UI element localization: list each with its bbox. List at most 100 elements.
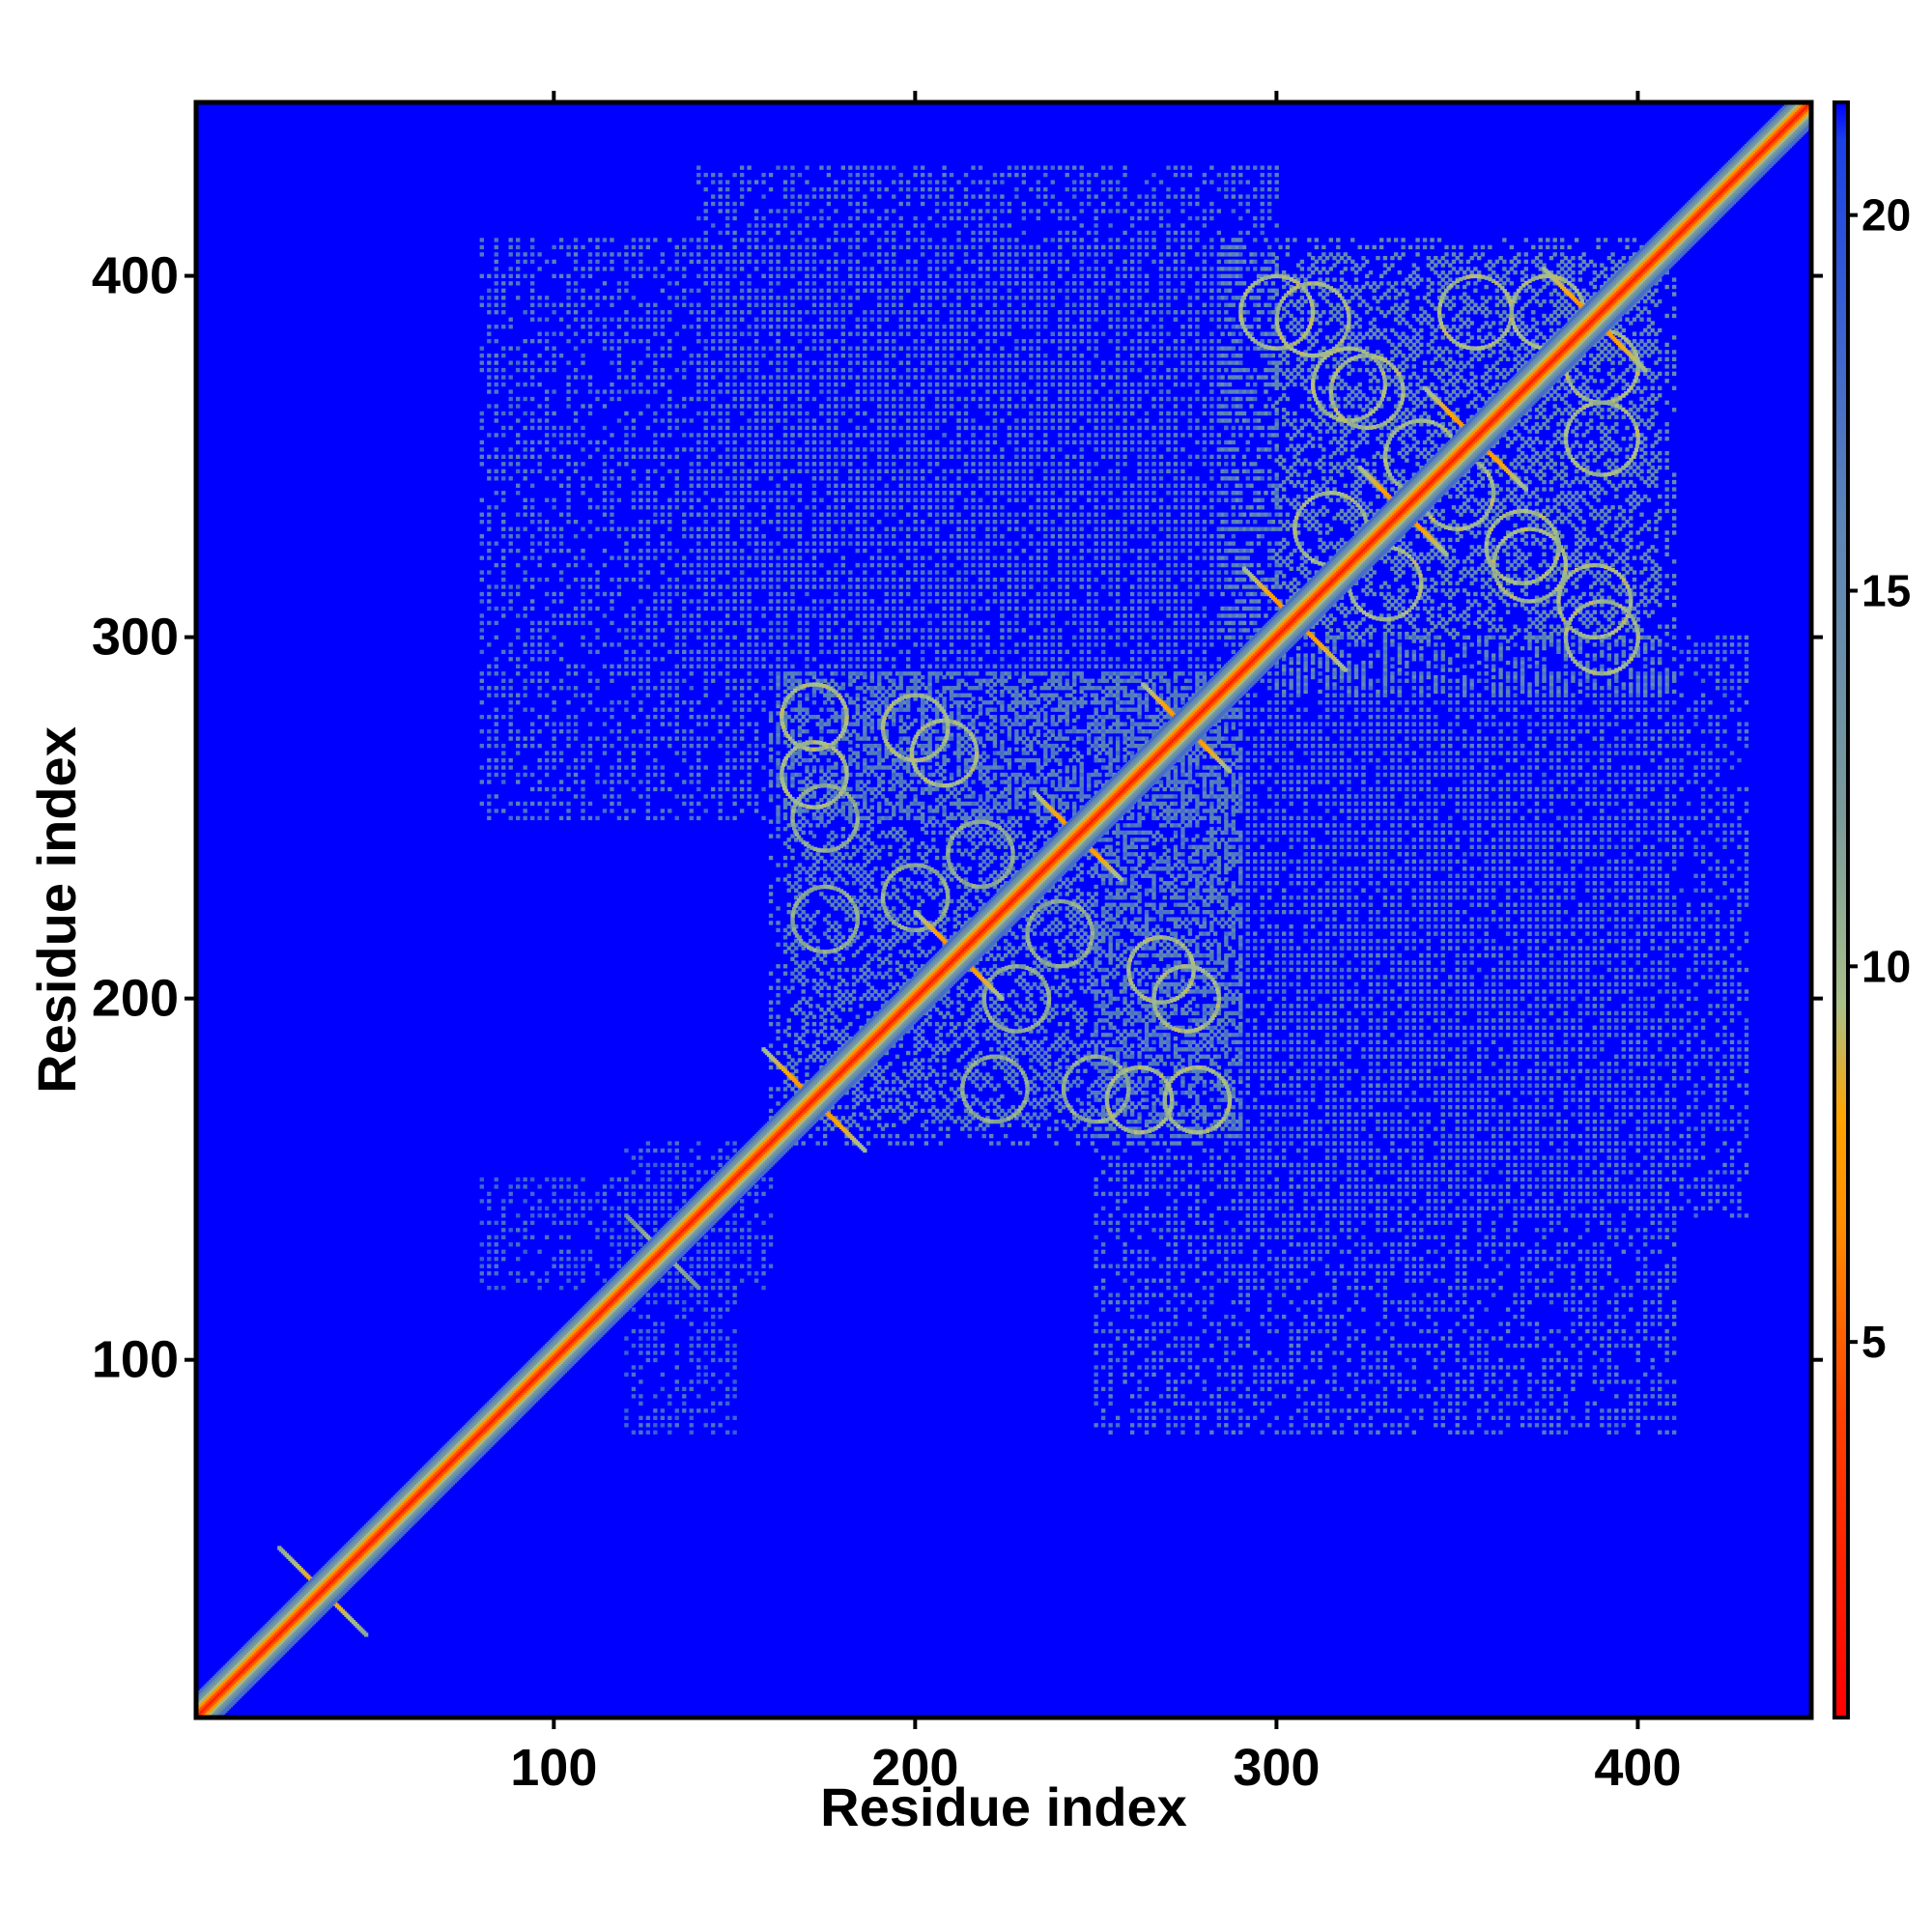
- contact-cell: [1546, 418, 1549, 422]
- contact-cell: [1347, 675, 1350, 679]
- contact-cell: [1412, 617, 1416, 621]
- contact-cell: [1434, 263, 1437, 267]
- contact-cell: [1560, 418, 1564, 422]
- contact-cell: [1456, 314, 1460, 318]
- contact-cell: [1437, 613, 1441, 617]
- contact-cell: [1340, 270, 1344, 274]
- contact-cell: [1513, 437, 1517, 440]
- contact-cell: [1383, 625, 1387, 629]
- contact-cell: [1423, 607, 1427, 611]
- contact-cell: [1477, 350, 1481, 354]
- contact-cell: [1524, 570, 1528, 574]
- contact-cell: [1282, 386, 1286, 390]
- contact-cell: [1546, 426, 1549, 430]
- contact-cell: [1303, 422, 1307, 426]
- contact-cell: [1427, 299, 1431, 303]
- contact-cell: [1415, 555, 1419, 559]
- contact-cell: [1575, 455, 1578, 459]
- contact-cell: [1289, 328, 1293, 332]
- contact-cell: [1350, 527, 1354, 531]
- contact-cell: [1437, 570, 1441, 574]
- contact-cell: [1575, 426, 1578, 430]
- contact-cell: [1498, 617, 1502, 621]
- contact-cell: [1618, 505, 1622, 509]
- contact-cell: [1448, 596, 1452, 600]
- contact-cell: [1365, 433, 1369, 437]
- contact-cell: [1589, 491, 1593, 495]
- contact-cell: [1303, 516, 1307, 520]
- contact-cell: [1484, 335, 1488, 339]
- contact-cell: [1318, 443, 1321, 447]
- contact-cell: [1318, 545, 1321, 549]
- contact-cell: [1618, 513, 1622, 517]
- contact-cell: [1257, 476, 1261, 480]
- contact-cell: [1488, 621, 1492, 625]
- contact-cell: [1477, 545, 1481, 549]
- contact-cell: [1354, 270, 1358, 274]
- contact-cell: [1275, 682, 1279, 686]
- contact-cell: [1639, 469, 1643, 473]
- contact-cell: [1354, 690, 1358, 694]
- contact-cell: [1228, 636, 1232, 639]
- contact-cell: [1398, 632, 1402, 636]
- contact-cell: [1466, 404, 1470, 408]
- contact-cell: [1354, 596, 1358, 600]
- contact-cell: [1398, 350, 1402, 354]
- contact-cell: [1470, 357, 1474, 361]
- contact-cell: [1354, 472, 1358, 476]
- contact-cell: [1235, 447, 1238, 451]
- contact-cell: [1524, 418, 1528, 422]
- contact-cell: [1434, 653, 1437, 657]
- contact-cell: [1344, 621, 1348, 625]
- contact-cell: [1531, 426, 1535, 430]
- contact-cell: [1596, 570, 1600, 574]
- contact-cell: [1524, 440, 1528, 444]
- contact-cell: [1517, 549, 1520, 553]
- contact-cell: [1639, 462, 1643, 466]
- contact-cell: [1492, 364, 1495, 368]
- contact-cell: [1448, 372, 1452, 376]
- contact-cell: [1513, 553, 1517, 556]
- contact-cell: [1271, 555, 1275, 559]
- contact-cell: [1441, 588, 1445, 592]
- contact-cell: [1289, 466, 1293, 469]
- contact-cell: [1437, 636, 1441, 639]
- contact-cell: [1358, 491, 1362, 495]
- contact-cell: [1235, 397, 1238, 401]
- contact-cell: [1286, 584, 1290, 588]
- contact-cell: [1347, 509, 1350, 513]
- contact-cell: [1618, 592, 1622, 596]
- contact-cell: [1639, 418, 1643, 422]
- contact-cell: [1321, 549, 1325, 553]
- contact-cell: [1427, 263, 1431, 267]
- contact-cell: [1275, 495, 1279, 498]
- contact-cell: [1300, 447, 1304, 451]
- contact-cell: [1492, 350, 1495, 354]
- contact-cell: [1300, 541, 1304, 545]
- contact-cell: [1361, 335, 1365, 339]
- contact-cell: [1492, 690, 1495, 694]
- contact-cell: [1401, 599, 1405, 603]
- contact-cell: [1531, 636, 1535, 639]
- contact-cell: [1358, 498, 1362, 502]
- contact-cell: [1318, 538, 1321, 542]
- contact-cell: [1296, 299, 1300, 303]
- contact-cell: [1278, 541, 1282, 545]
- contact-cell: [1296, 357, 1300, 361]
- contact-cell: [1300, 484, 1304, 488]
- contact-cell: [1423, 412, 1427, 415]
- contact-cell: [1412, 632, 1416, 636]
- contact-cell: [1249, 599, 1253, 603]
- contact-cell: [1257, 513, 1261, 517]
- contact-cell: [1401, 570, 1405, 574]
- contact-cell: [1398, 646, 1402, 650]
- contact-cell: [1463, 509, 1466, 513]
- contact-cell: [1498, 321, 1502, 325]
- contact-cell: [1495, 592, 1499, 596]
- contact-cell: [1506, 661, 1510, 665]
- contact-cell: [1575, 418, 1578, 422]
- contact-cell: [1517, 462, 1520, 466]
- contact-cell: [1568, 563, 1572, 567]
- contact-cell: [1303, 668, 1307, 671]
- contact-cell: [1575, 555, 1578, 559]
